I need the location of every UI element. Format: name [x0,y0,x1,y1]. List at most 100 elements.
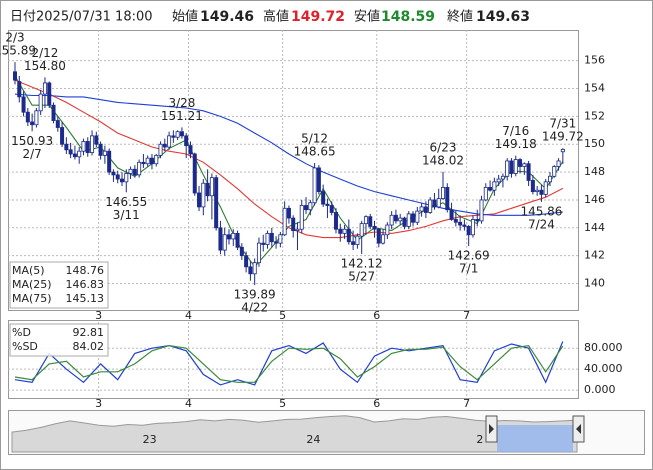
close-label: 終値 [447,9,473,25]
candle-body [428,199,433,213]
candle-body [120,178,125,183]
annotation-value: 145.86 [520,204,562,218]
x-tick-label: 4 [185,309,192,322]
candle-body [94,135,99,145]
candle-body [132,168,137,176]
candle-body [333,212,338,230]
candle-body [295,228,300,231]
annotation-date: 3/11 [113,208,140,222]
y-tick-label: 80.000 [584,341,623,354]
candle-body [492,181,497,191]
candle-body [149,157,154,165]
annotation-value: 155.89 [0,44,36,58]
candle-body [359,223,364,237]
candle-body [111,171,116,176]
annotation-date: 5/12 [301,132,328,146]
legend-label: %SD [12,340,38,353]
candle-body [188,145,193,155]
candle-body [368,216,373,227]
candle-body [372,226,377,230]
candle-body [252,262,257,275]
candle-body [355,235,360,245]
candle-body [543,181,548,195]
annotation-date: 2/12 [31,46,58,60]
annotation-date: 7/24 [528,217,555,231]
candle-body [179,131,184,137]
candle-body [137,161,142,176]
candle-body [282,207,287,236]
candle-body [483,187,488,201]
candle-body [462,224,467,227]
candle-body [278,234,283,244]
candle-body [548,175,553,183]
candle-body [55,120,60,128]
candle-body [162,143,167,148]
candle-body [51,104,56,121]
candle-body [470,219,475,236]
candle-body [154,154,159,165]
annotation-value: 146.55 [105,195,147,209]
candle-body [351,241,356,245]
legend-value: 84.02 [73,340,105,353]
y-tick-label: 156 [584,54,605,67]
candle-body [81,141,86,152]
legend-label: %D [12,326,31,339]
candle-body [197,192,202,208]
candle-body [385,224,390,236]
candle-body [214,177,219,229]
candle-body [269,232,274,243]
x-tick-label: 5 [279,397,286,410]
annotation-date: 2/3 [5,31,24,45]
candle-body [505,160,510,177]
candle-body [115,174,120,180]
candle-body [475,219,480,222]
annotation-value: 142.12 [341,257,383,271]
legend-box [9,323,109,357]
stoch-panel [8,320,579,399]
candle-body [64,143,69,151]
x-tick-label: 3 [95,397,102,410]
annotation-value: 149.72 [542,130,584,144]
annotation-date: 7/31 [549,117,576,131]
candle-body [72,153,77,158]
candle-body [274,241,279,244]
candle-body [445,187,450,211]
candle-body [141,161,146,165]
close-value: 149.63 [476,9,530,25]
low-value: 148.59 [381,9,435,25]
candle-body [90,135,95,153]
annotation-value: 148.02 [422,153,464,167]
candle-body [42,82,47,95]
candle-body [406,213,411,227]
annotation-date: 3/28 [168,96,195,110]
candle-body [171,135,176,138]
y-tick-label: 0.000 [584,383,616,396]
candle-body [17,81,22,98]
candle-body [291,217,296,231]
candle-body [304,205,309,211]
candle-body [560,148,565,153]
candle-body [402,217,407,227]
candle-body [466,226,471,236]
candle-body [381,234,386,244]
navigator-area [11,415,578,453]
candle-body [25,111,30,123]
annotation-value: 154.80 [24,59,66,73]
candle-body [535,189,540,192]
candle-body [458,221,463,226]
annotation-value: 149.18 [495,137,537,151]
y-tick-label: 146 [584,193,605,206]
candle-body [449,209,454,220]
annotation-date: 4/22 [241,301,268,315]
candle-body [201,182,206,208]
y-tick-label: 148 [584,165,605,178]
annotation-value: 151.21 [161,109,203,123]
plot-layer: 140 142 144 146 148 150 152 154 156 3 4 5 6 7 2/3155.8… [0,30,623,453]
candle-body [128,168,133,174]
candle-body [218,227,223,251]
candle-body [415,210,420,223]
candle-body [398,217,403,222]
annotation-date: 5/27 [348,270,375,284]
open-value: 149.46 [200,9,254,25]
candle-body [329,205,334,213]
